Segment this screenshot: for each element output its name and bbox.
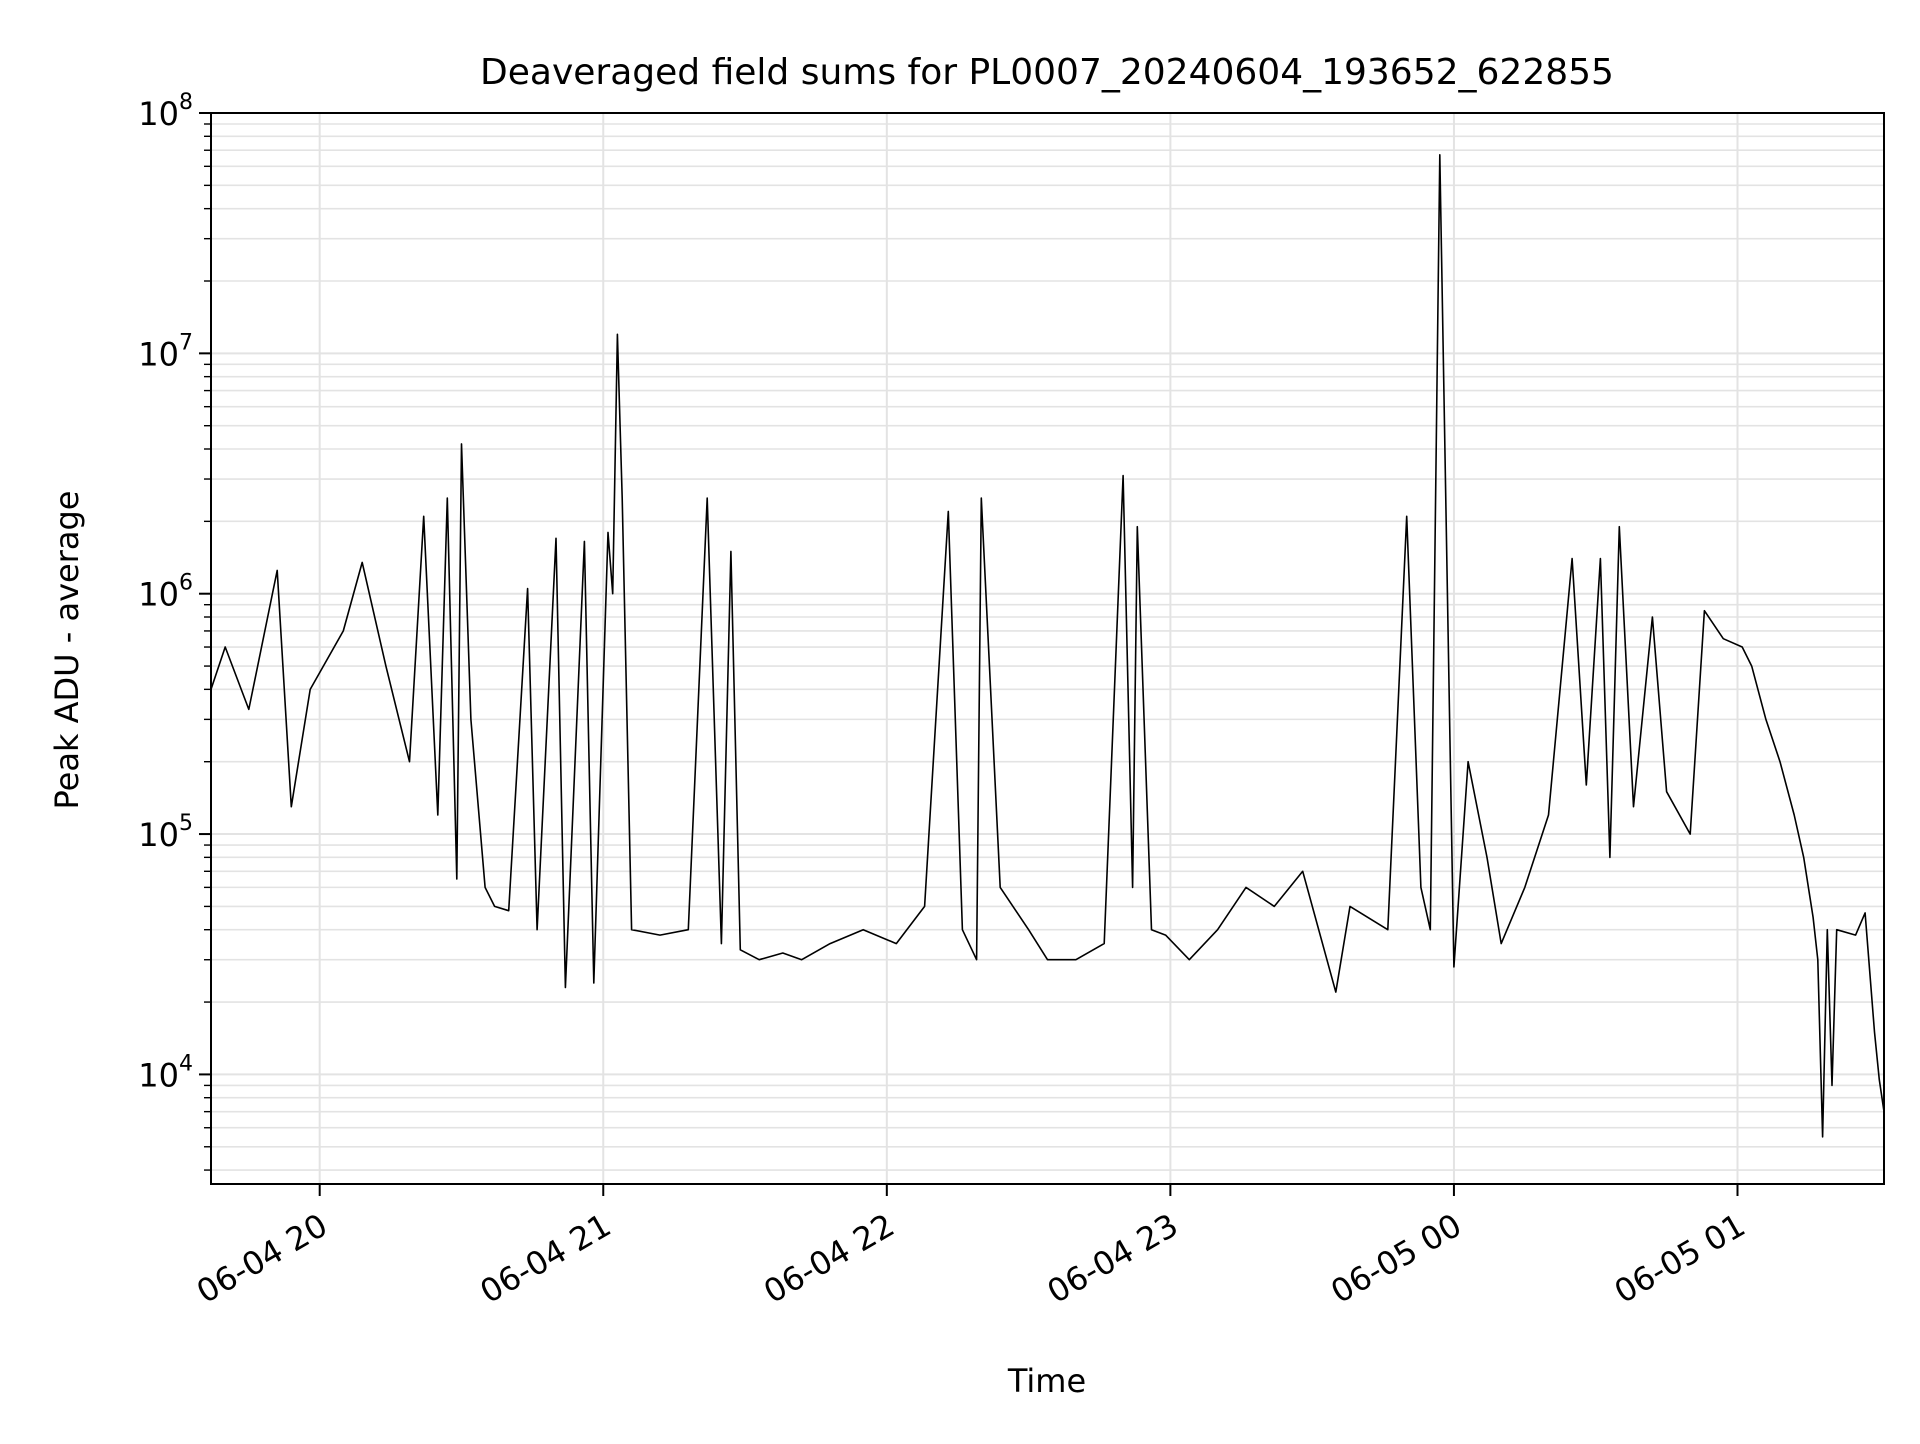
plot-frame: [210, 112, 1885, 1185]
y-tick-label: 106: [138, 571, 193, 614]
data-series-line: [210, 154, 1885, 1138]
x-axis-label: Time: [1007, 1362, 1086, 1400]
y-tick-label: 108: [138, 90, 193, 133]
grid-lines: [211, 112, 1884, 1184]
y-tick-label: 107: [138, 330, 193, 373]
y-tick-label: 105: [138, 811, 193, 854]
chart-title: Deaveraged field sums for PL0007_2024060…: [480, 52, 1614, 93]
series-layer: [210, 154, 1885, 1138]
y-tick-label: 104: [138, 1051, 193, 1094]
y-axis-label: Peak ADU - average: [48, 491, 86, 810]
